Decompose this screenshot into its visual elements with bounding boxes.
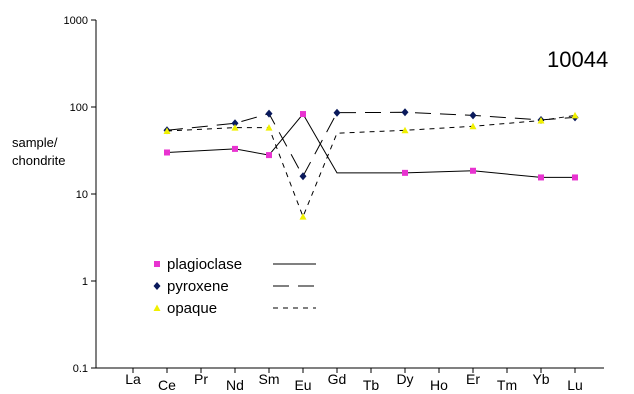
legend-marker-opaque (153, 304, 161, 311)
legend-label: opaque (167, 300, 217, 317)
x-tick-label: Ce (158, 377, 176, 393)
data-point-opaque (265, 124, 273, 131)
data-point-plagioclase (232, 145, 238, 152)
data-point-plagioclase (402, 169, 408, 176)
data-point-opaque (537, 116, 545, 124)
data-point-opaque (299, 213, 307, 220)
data-point-opaque (231, 124, 239, 131)
x-tick-label: Ho (430, 377, 448, 393)
y-axis-label-line-1: sample/ (12, 135, 58, 150)
x-tick-label: Tm (497, 377, 517, 393)
x-tick-label: La (125, 371, 141, 387)
data-point-pyroxene (231, 119, 239, 128)
data-point-pyroxene (333, 108, 341, 117)
x-tick-label: Pr (194, 371, 208, 387)
data-point-plagioclase (572, 174, 578, 181)
data-point-pyroxene (401, 108, 409, 117)
y-tick-label: 100 (70, 102, 88, 114)
data-point-opaque (469, 122, 477, 130)
y-tick-label: 0.1 (73, 363, 88, 375)
x-tick-label: Nd (226, 377, 244, 393)
y-tick-label: 10 (76, 189, 88, 201)
data-point-plagioclase (538, 174, 544, 181)
data-point-pyroxene (265, 109, 273, 118)
data-point-pyroxene (299, 172, 307, 181)
data-point-plagioclase (164, 149, 170, 156)
legend-item-plagioclase: plagioclase (154, 256, 316, 273)
series-line-opaque (166, 114, 576, 218)
data-point-opaque (163, 127, 171, 134)
y-tick-label: 1000 (64, 15, 88, 27)
series-line-pyroxene (166, 111, 576, 178)
x-tick-label: Er (466, 371, 480, 387)
data-point-plagioclase (300, 111, 306, 118)
legend-marker-pyroxene (153, 282, 161, 290)
x-ticks: La Ce Pr Nd Sm Eu Gd Tb Dy Ho Er Tm Yb Lu (125, 368, 583, 393)
legend-item-opaque: opaque (153, 300, 316, 317)
series-opaque (163, 111, 579, 220)
data-point-pyroxene (469, 111, 477, 120)
x-tick-label: Dy (396, 371, 413, 387)
sample-label: 10044 (547, 47, 608, 72)
legend-label: plagioclase (167, 256, 242, 273)
legend-marker-plagioclase (154, 261, 160, 267)
series-pyroxene (163, 108, 579, 181)
data-point-plagioclase (470, 167, 476, 174)
x-tick-label: Tb (363, 377, 380, 393)
legend-item-pyroxene: pyroxene (153, 278, 316, 295)
y-axis-label-line-2: chondrite (12, 153, 65, 168)
y-tick-label: 1 (82, 276, 88, 288)
legend: plagioclase pyroxene opaque (153, 256, 316, 317)
x-tick-label: Sm (259, 371, 280, 387)
data-point-opaque (401, 126, 409, 134)
x-tick-label: Yb (532, 371, 549, 387)
x-tick-label: Eu (294, 377, 311, 393)
series-plagioclase (164, 111, 578, 181)
x-tick-label: Lu (567, 377, 583, 393)
series-line-plagioclase (166, 113, 575, 178)
y-ticks: 0.1 1 10 100 1000 (64, 15, 96, 375)
legend-label: pyroxene (167, 278, 229, 295)
x-tick-label: Gd (328, 371, 347, 387)
data-point-opaque (571, 111, 579, 119)
series-layer (163, 108, 579, 220)
data-point-plagioclase (266, 152, 272, 159)
